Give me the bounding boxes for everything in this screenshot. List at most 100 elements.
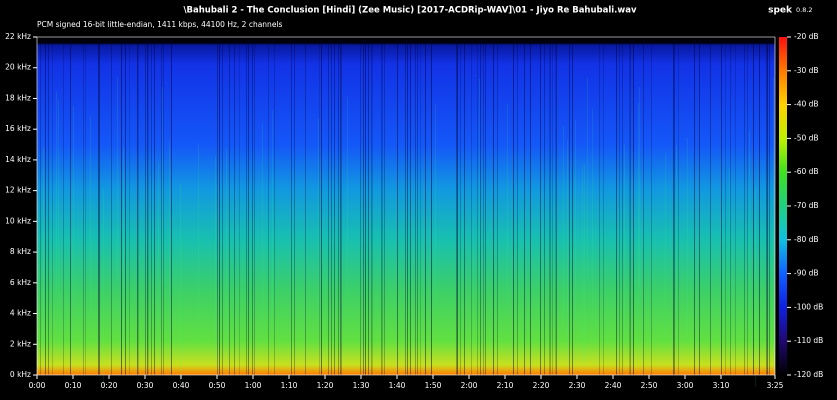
x-tick-label: 2:00 bbox=[461, 381, 478, 390]
x-tick-label: 2:40 bbox=[605, 381, 622, 390]
texture bbox=[318, 118, 319, 319]
texture bbox=[460, 40, 461, 375]
texture bbox=[643, 40, 644, 375]
texture bbox=[694, 40, 695, 375]
texture bbox=[633, 40, 634, 375]
texture bbox=[616, 40, 617, 375]
texture bbox=[587, 77, 588, 278]
texture bbox=[217, 40, 218, 375]
y-tick-label: 2 kHz bbox=[10, 339, 31, 348]
texture bbox=[347, 97, 348, 298]
x-tick-label: 0:20 bbox=[101, 381, 118, 390]
texture bbox=[70, 40, 71, 375]
texture bbox=[274, 40, 275, 375]
texture bbox=[151, 40, 152, 375]
texture bbox=[111, 40, 112, 375]
texture bbox=[338, 40, 339, 375]
texture bbox=[549, 40, 550, 375]
texture bbox=[360, 40, 361, 375]
texture bbox=[425, 40, 426, 375]
texture bbox=[341, 40, 342, 375]
texture bbox=[563, 125, 564, 326]
texture bbox=[687, 137, 688, 338]
texture bbox=[125, 40, 126, 375]
x-tick-label: 1:50 bbox=[425, 381, 442, 390]
texture bbox=[431, 40, 432, 375]
texture bbox=[198, 143, 199, 344]
texture bbox=[319, 40, 320, 375]
texture bbox=[676, 145, 677, 346]
texture bbox=[552, 40, 553, 375]
texture bbox=[98, 40, 99, 375]
texture bbox=[239, 40, 240, 375]
texture bbox=[180, 183, 181, 384]
texture bbox=[599, 40, 600, 375]
x-tick-label: 1:20 bbox=[317, 381, 334, 390]
color-bar bbox=[779, 37, 787, 375]
texture bbox=[603, 40, 604, 375]
texture bbox=[507, 104, 508, 305]
y-tick-label: 0 kHz bbox=[10, 370, 31, 379]
texture bbox=[749, 130, 750, 331]
texture bbox=[123, 147, 124, 348]
texture bbox=[674, 40, 675, 375]
texture bbox=[638, 103, 639, 304]
texture bbox=[138, 40, 139, 375]
texture bbox=[331, 40, 332, 375]
texture bbox=[154, 40, 155, 375]
texture bbox=[382, 40, 383, 375]
y-tick-label: 18 kHz bbox=[5, 93, 31, 102]
texture bbox=[555, 40, 556, 375]
texture bbox=[162, 86, 163, 287]
texture bbox=[272, 110, 273, 311]
texture bbox=[99, 40, 100, 375]
z-tick-label: -80 dB bbox=[794, 235, 819, 244]
texture bbox=[710, 40, 711, 375]
texture bbox=[592, 108, 593, 309]
x-tick-label: 0:00 bbox=[29, 381, 46, 390]
texture bbox=[381, 40, 382, 375]
texture bbox=[56, 91, 57, 292]
x-tick-label: 1:30 bbox=[353, 381, 370, 390]
texture bbox=[63, 40, 64, 375]
texture bbox=[129, 40, 130, 375]
z-tick-label: -100 dB bbox=[794, 302, 823, 311]
x-tick-label: 2:20 bbox=[533, 381, 550, 390]
texture bbox=[513, 40, 514, 375]
texture bbox=[145, 40, 146, 375]
texture bbox=[665, 153, 666, 354]
texture bbox=[747, 40, 748, 375]
y-tick-label: 10 kHz bbox=[5, 216, 31, 225]
texture bbox=[161, 40, 162, 375]
texture bbox=[246, 40, 247, 375]
texture bbox=[368, 40, 369, 375]
texture bbox=[169, 140, 170, 341]
texture bbox=[479, 78, 480, 279]
z-tick-label: -40 dB bbox=[794, 100, 819, 109]
texture bbox=[103, 188, 104, 389]
y-tick-label: 14 kHz bbox=[5, 155, 31, 164]
spectrogram bbox=[37, 37, 775, 375]
texture bbox=[456, 40, 457, 375]
texture bbox=[222, 40, 223, 375]
texture bbox=[639, 86, 640, 287]
texture bbox=[651, 40, 652, 375]
format-info: PCM signed 16-bit little-endian, 1411 kb… bbox=[37, 20, 283, 29]
texture bbox=[262, 122, 263, 323]
plot-area bbox=[36, 36, 776, 389]
texture bbox=[759, 40, 760, 375]
texture bbox=[572, 40, 573, 375]
texture bbox=[85, 40, 86, 375]
texture bbox=[699, 40, 700, 375]
app-name: spek bbox=[768, 6, 793, 16]
texture bbox=[40, 40, 41, 375]
texture bbox=[457, 40, 458, 375]
z-tick-label: -120 dB bbox=[794, 370, 823, 379]
texture bbox=[58, 99, 59, 300]
texture bbox=[673, 40, 674, 375]
texture bbox=[417, 40, 418, 375]
texture bbox=[405, 40, 406, 375]
texture bbox=[584, 164, 585, 365]
texture bbox=[517, 40, 518, 375]
